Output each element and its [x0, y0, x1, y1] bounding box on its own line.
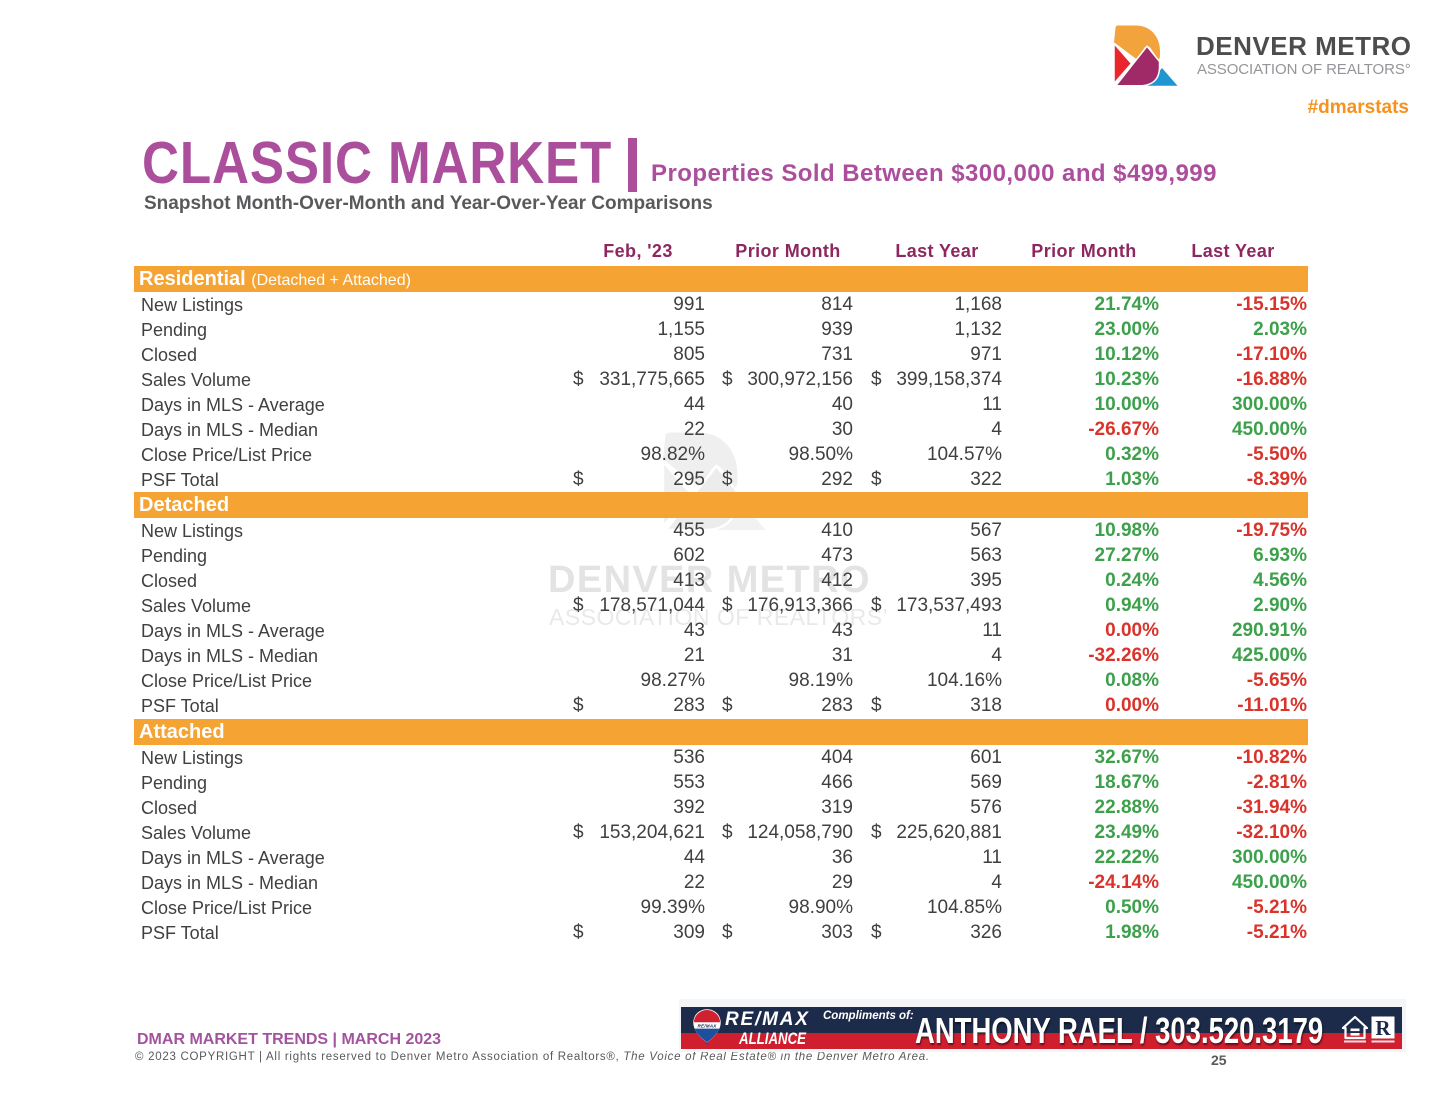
svg-text:R: R	[1375, 1016, 1391, 1040]
svg-text:RE/MAX: RE/MAX	[697, 1023, 717, 1028]
